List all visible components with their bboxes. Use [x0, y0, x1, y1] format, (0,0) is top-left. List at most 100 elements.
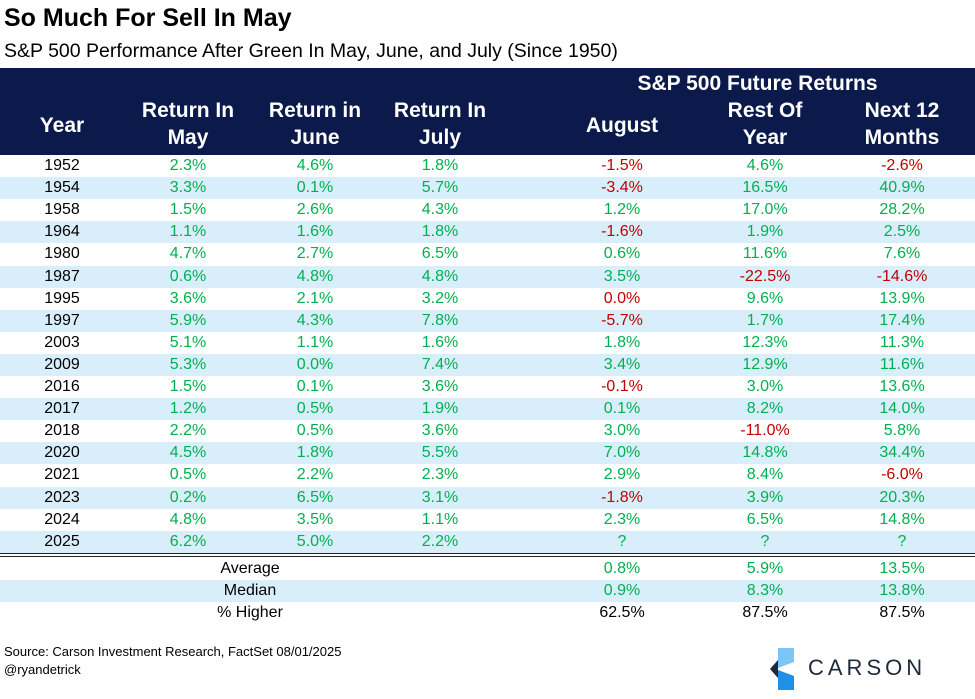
table-row: 1995 3.6% 2.1% 3.2% 0.0% 9.6% 13.9%: [0, 288, 975, 310]
column-header-line2: Year: [742, 126, 788, 149]
table-row: 2003 5.1% 1.1% 1.6% 1.8% 12.3% 11.3%: [0, 332, 975, 354]
table-row: 2020 4.5% 1.8% 5.5% 7.0% 14.8% 34.4%: [0, 442, 975, 465]
value-cell: 16.5%: [742, 179, 788, 197]
value-cell: 2.6%: [296, 201, 334, 219]
value-cell: 3.1%: [421, 488, 459, 506]
value-cell: 0.0%: [296, 355, 334, 373]
value-cell: 1.6%: [421, 333, 459, 351]
summary-value: 13.5%: [879, 560, 925, 577]
table-row: 1997 5.9% 4.3% 7.8% -5.7% 1.7% 17.4%: [0, 309, 975, 332]
summary-value: 87.5%: [879, 604, 925, 621]
column-header: Year: [0, 112, 127, 139]
value-cell: 34.4%: [879, 444, 925, 462]
year-cell: 1954: [44, 179, 80, 197]
value-cell: 5.8%: [883, 422, 921, 440]
column-header-line1: August: [585, 114, 659, 137]
value-cell: 1.5%: [169, 378, 207, 395]
summary-label: Median: [223, 582, 277, 599]
twitter-handle: @ryandetrick: [4, 662, 81, 677]
year-cell: 1958: [44, 201, 80, 219]
value-cell: -1.8%: [601, 488, 643, 506]
table-row: 2009 5.3% 0.0% 7.4% 3.4% 12.9% 11.6%: [0, 353, 975, 376]
summary-value: 87.5%: [742, 604, 788, 621]
value-cell: 3.0%: [603, 422, 641, 440]
value-cell: 13.9%: [879, 289, 925, 307]
value-cell: 4.3%: [421, 201, 459, 219]
column-header-line1: Rest Of: [727, 99, 803, 122]
column-header-line2: Months: [864, 126, 940, 149]
value-cell: 11.6%: [879, 355, 925, 373]
year-cell: 2017: [44, 400, 80, 418]
value-cell: 4.7%: [169, 245, 207, 263]
column-header: Return In July: [375, 97, 505, 151]
value-cell: 3.2%: [421, 289, 459, 307]
value-cell: 3.6%: [421, 422, 459, 440]
value-cell: ?: [617, 532, 627, 550]
value-cell: 8.2%: [746, 400, 784, 418]
value-cell: 11.6%: [742, 245, 788, 263]
value-cell: 1.8%: [603, 333, 641, 351]
value-cell: -22.5%: [739, 267, 791, 285]
value-cell: 9.6%: [746, 289, 784, 307]
value-cell: 1.5%: [169, 201, 207, 219]
value-cell: 3.5%: [603, 267, 641, 285]
value-cell: 12.3%: [742, 333, 788, 351]
value-cell: 8.4%: [746, 466, 784, 484]
table-header: S&P 500 Future Returns Year Return In May R…: [0, 68, 975, 155]
value-cell: 4.5%: [169, 444, 207, 462]
column-header-line2: July: [418, 126, 462, 149]
value-cell: 1.6%: [296, 223, 334, 241]
value-cell: 4.8%: [169, 510, 207, 528]
value-cell: 17.4%: [879, 311, 925, 329]
year-cell: 1952: [44, 157, 80, 174]
summary-label: Average: [220, 560, 280, 577]
value-cell: 2.9%: [603, 466, 641, 484]
value-cell: 0.5%: [296, 400, 334, 418]
value-cell: -14.6%: [876, 267, 928, 285]
value-cell: 20.3%: [879, 488, 925, 506]
year-cell: 2003: [44, 333, 80, 351]
value-cell: 1.1%: [296, 333, 334, 351]
value-cell: -2.6%: [881, 157, 923, 174]
value-cell: 14.8%: [742, 444, 788, 462]
value-cell: -3.4%: [601, 179, 643, 197]
value-cell: 6.5%: [296, 488, 334, 506]
value-cell: 7.0%: [603, 444, 641, 462]
value-cell: 2.3%: [169, 157, 207, 174]
value-cell: -1.6%: [601, 223, 643, 241]
summary-label: % Higher: [217, 604, 283, 621]
summary-value: 0.9%: [603, 582, 641, 599]
page-title: So Much For Sell In May: [4, 4, 292, 32]
year-cell: 2020: [44, 444, 80, 462]
value-cell: 5.0%: [296, 532, 334, 550]
value-cell: 3.0%: [746, 378, 784, 395]
column-header-line1: Return In: [393, 99, 487, 122]
value-cell: 5.3%: [169, 355, 207, 373]
column-header-line2: May: [167, 126, 209, 149]
value-cell: 2.5%: [883, 223, 921, 241]
column-header-line1: Return in: [268, 99, 362, 122]
value-cell: -1.5%: [601, 157, 643, 174]
value-cell: 12.9%: [742, 355, 788, 373]
year-cell: 2018: [44, 422, 80, 440]
value-cell: ?: [760, 532, 770, 550]
summary-row: Median 0.9% 8.3% 13.8%: [0, 580, 975, 602]
value-cell: 3.6%: [421, 378, 459, 395]
value-cell: 2.2%: [296, 466, 334, 484]
value-cell: 0.6%: [603, 245, 641, 263]
value-cell: 17.0%: [742, 201, 788, 219]
value-cell: 3.4%: [603, 355, 641, 373]
value-cell: 2.7%: [296, 245, 334, 263]
table-row: 1964 1.1% 1.6% 1.8% -1.6% 1.9% 2.5%: [0, 221, 975, 244]
table-row: 1954 3.3% 0.1% 5.7% -3.4% 16.5% 40.9%: [0, 177, 975, 200]
value-cell: 5.7%: [421, 179, 459, 197]
table-row: 2016 1.5% 0.1% 3.6% -0.1% 3.0% 13.6%: [0, 376, 975, 398]
column-header-line2: June: [290, 126, 340, 149]
value-cell: -6.0%: [881, 466, 923, 484]
summary-value: 8.3%: [746, 582, 784, 599]
column-header-line1: Return In: [141, 99, 235, 122]
value-cell: 1.1%: [421, 510, 459, 528]
value-cell: 13.6%: [879, 378, 925, 395]
value-cell: 7.6%: [883, 245, 921, 263]
value-cell: 11.3%: [879, 333, 925, 351]
